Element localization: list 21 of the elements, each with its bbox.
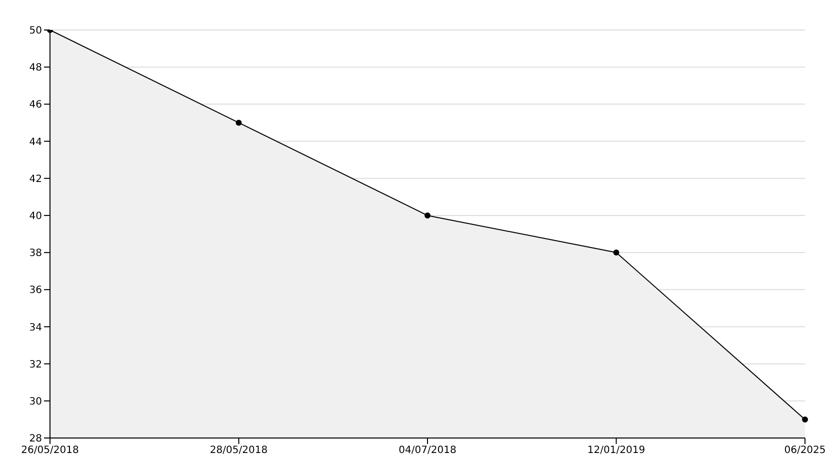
y-tick-label: 34 [29,322,42,334]
y-tick-label: 42 [29,174,42,185]
y-tick-label: 32 [29,359,42,370]
y-tick-label: 50 [29,26,42,37]
y-tick-label: 38 [29,248,42,260]
y-tick-label: 44 [29,136,42,148]
x-tick-label: 28/05/2018 [210,445,268,456]
x-tick-label: 26/05/2018 [21,445,79,456]
x-tick-label: 06/2025 [784,445,826,456]
point [236,120,242,126]
y-tick-label: 40 [29,211,42,222]
y-tick-label: 48 [29,62,42,74]
y-tick-label: 46 [29,100,42,111]
y-tick-label: 28 [29,434,42,445]
point [424,212,430,218]
y-tick-label: 30 [29,396,42,408]
x-tick-label: 12/01/2019 [587,445,646,456]
x-tick-label: 04/07/2018 [398,445,456,456]
y-tick-label: 36 [29,285,42,296]
point [613,250,620,256]
point [802,416,808,422]
